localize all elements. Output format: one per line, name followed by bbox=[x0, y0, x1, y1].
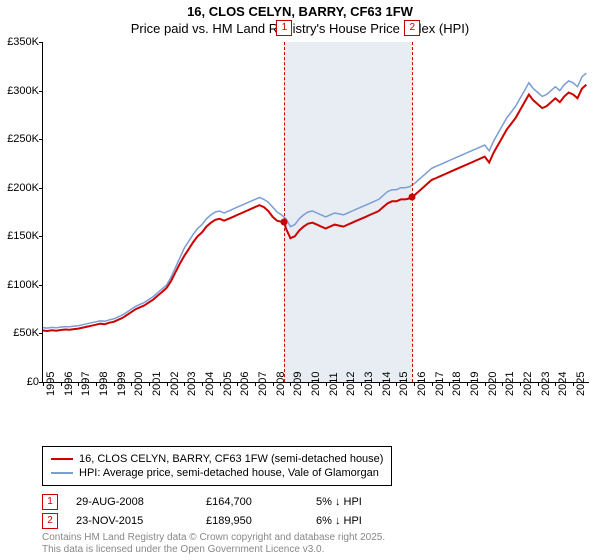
x-tick-label: 2018 bbox=[451, 372, 463, 396]
sale-pct: 6% ↓ HPI bbox=[316, 515, 362, 527]
y-tick-label: £50K bbox=[13, 327, 39, 339]
x-tick-label: 2004 bbox=[204, 372, 216, 396]
y-tick-label: £0 bbox=[27, 376, 39, 388]
chart-container: 16, CLOS CELYN, BARRY, CF63 1FW Price pa… bbox=[0, 0, 600, 560]
plot-svg bbox=[43, 42, 589, 382]
chart-subtitle: Price paid vs. HM Land Registry's House … bbox=[0, 21, 600, 36]
sale-row-marker: 1 bbox=[42, 494, 58, 510]
y-tick-label: £300K bbox=[7, 85, 39, 97]
x-tick-label: 2025 bbox=[575, 372, 587, 396]
sale-date: 23-NOV-2015 bbox=[76, 515, 206, 527]
y-tick-label: £200K bbox=[7, 182, 39, 194]
x-tick-label: 2024 bbox=[557, 372, 569, 396]
legend-swatch bbox=[51, 458, 73, 460]
chart-area: 12 £0£50K£100K£150K£200K£250K£300K£350K1… bbox=[42, 42, 588, 402]
x-tick-label: 2011 bbox=[328, 372, 340, 396]
legend-item: HPI: Average price, semi-detached house,… bbox=[51, 467, 383, 479]
x-tick-label: 2010 bbox=[310, 372, 322, 396]
sale-row-marker: 2 bbox=[42, 513, 58, 529]
y-tick-label: £250K bbox=[7, 133, 39, 145]
sale-line bbox=[412, 42, 413, 382]
sale-pct: 5% ↓ HPI bbox=[316, 496, 362, 508]
x-tick-label: 2016 bbox=[416, 372, 428, 396]
sale-dot bbox=[281, 219, 288, 226]
x-tick-label: 1995 bbox=[45, 372, 57, 396]
y-tick-label: £100K bbox=[7, 279, 39, 291]
x-tick-label: 2001 bbox=[151, 372, 163, 396]
x-tick-label: 2013 bbox=[363, 372, 375, 396]
legend-label: 16, CLOS CELYN, BARRY, CF63 1FW (semi-de… bbox=[79, 453, 383, 465]
sale-marker: 1 bbox=[276, 20, 292, 36]
x-tick-label: 2002 bbox=[169, 372, 181, 396]
sale-row: 1 29-AUG-2008£164,7005% ↓ HPI bbox=[42, 494, 362, 510]
sale-date: 29-AUG-2008 bbox=[76, 496, 206, 508]
x-tick-label: 2012 bbox=[345, 372, 357, 396]
sale-row: 2 23-NOV-2015£189,9506% ↓ HPI bbox=[42, 513, 362, 529]
x-tick-label: 1998 bbox=[98, 372, 110, 396]
x-tick-label: 2017 bbox=[434, 372, 446, 396]
sale-price: £164,700 bbox=[206, 496, 316, 508]
footer-line2: This data is licensed under the Open Gov… bbox=[42, 544, 385, 556]
x-tick-label: 2014 bbox=[381, 372, 393, 396]
y-tick-label: £150K bbox=[7, 230, 39, 242]
x-tick-label: 2005 bbox=[222, 372, 234, 396]
footer: Contains HM Land Registry data © Crown c… bbox=[42, 532, 385, 556]
x-tick-label: 2009 bbox=[292, 372, 304, 396]
x-tick-label: 2019 bbox=[469, 372, 481, 396]
x-tick-label: 1997 bbox=[80, 372, 92, 396]
legend: 16, CLOS CELYN, BARRY, CF63 1FW (semi-de… bbox=[42, 446, 392, 486]
legend-swatch bbox=[51, 472, 73, 474]
sale-dot bbox=[409, 194, 416, 201]
x-tick-label: 2020 bbox=[487, 372, 499, 396]
x-tick-label: 2008 bbox=[275, 372, 287, 396]
x-tick-label: 2000 bbox=[133, 372, 145, 396]
sale-price: £189,950 bbox=[206, 515, 316, 527]
x-tick-label: 1999 bbox=[116, 372, 128, 396]
sales-table: 1 29-AUG-2008£164,7005% ↓ HPI 2 23-NOV-2015… bbox=[42, 494, 362, 532]
x-tick-label: 2006 bbox=[239, 372, 251, 396]
sale-line bbox=[284, 42, 285, 382]
x-tick-label: 2007 bbox=[257, 372, 269, 396]
footer-line1: Contains HM Land Registry data © Crown c… bbox=[42, 532, 385, 544]
y-tick-label: £350K bbox=[7, 36, 39, 48]
x-tick-label: 2003 bbox=[186, 372, 198, 396]
chart-title: 16, CLOS CELYN, BARRY, CF63 1FW bbox=[0, 0, 600, 21]
plot-region: 12 bbox=[42, 42, 589, 383]
sale-marker: 2 bbox=[404, 20, 420, 36]
x-tick-label: 2023 bbox=[540, 372, 552, 396]
legend-item: 16, CLOS CELYN, BARRY, CF63 1FW (semi-de… bbox=[51, 453, 383, 465]
x-tick-label: 2015 bbox=[398, 372, 410, 396]
x-tick-label: 1996 bbox=[63, 372, 75, 396]
x-tick-label: 2022 bbox=[522, 372, 534, 396]
x-tick-label: 2021 bbox=[504, 372, 516, 396]
series-hpi bbox=[43, 73, 586, 328]
legend-label: HPI: Average price, semi-detached house,… bbox=[79, 467, 379, 479]
